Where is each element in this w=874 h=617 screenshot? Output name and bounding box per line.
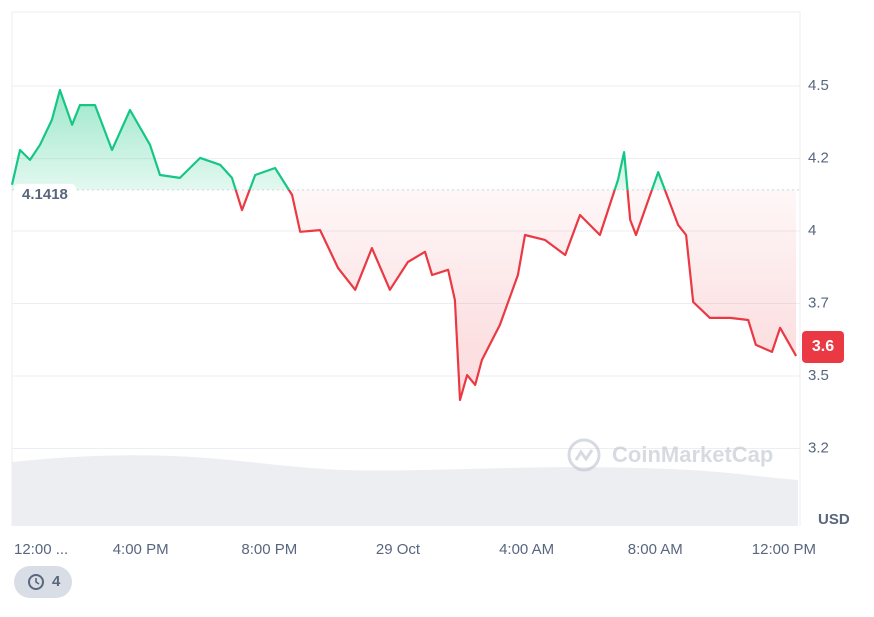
watermark-text: CoinMarketCap — [612, 442, 773, 467]
x-tick-label: 4:00 AM — [499, 541, 554, 558]
y-tick-label: 3.5 — [808, 367, 829, 384]
current-price-bg — [802, 330, 844, 363]
x-tick-label: 4:00 PM — [113, 541, 169, 558]
history-badge[interactable]: 4 — [14, 566, 72, 598]
watermark: CoinMarketCap — [567, 438, 773, 472]
area — [12, 90, 797, 400]
y-tick-label: 4.2 — [808, 149, 829, 166]
x-tick-label: 12:00 PM — [752, 541, 816, 558]
price-line — [10, 88, 798, 402]
x-tick-label: 29 Oct — [376, 541, 421, 558]
x-tick-label: 12:00 ... — [14, 541, 68, 558]
x-tick-label: 8:00 PM — [241, 541, 297, 558]
history-count[interactable]: 4 — [52, 573, 61, 590]
volume-background — [12, 455, 798, 526]
y-tick-label: 3.7 — [808, 294, 829, 311]
current-price-label: 3.6 — [812, 338, 834, 355]
y-tick-label: 3.2 — [808, 439, 829, 456]
y-unit: USD — [818, 511, 850, 528]
y-tick-label: 4.5 — [808, 77, 829, 94]
baseline-label: 4.1418 — [22, 186, 68, 203]
y-tick-label: 4 — [808, 222, 816, 239]
baseline-label-bg — [14, 183, 76, 206]
x-tick-label: 8:00 AM — [628, 541, 683, 558]
